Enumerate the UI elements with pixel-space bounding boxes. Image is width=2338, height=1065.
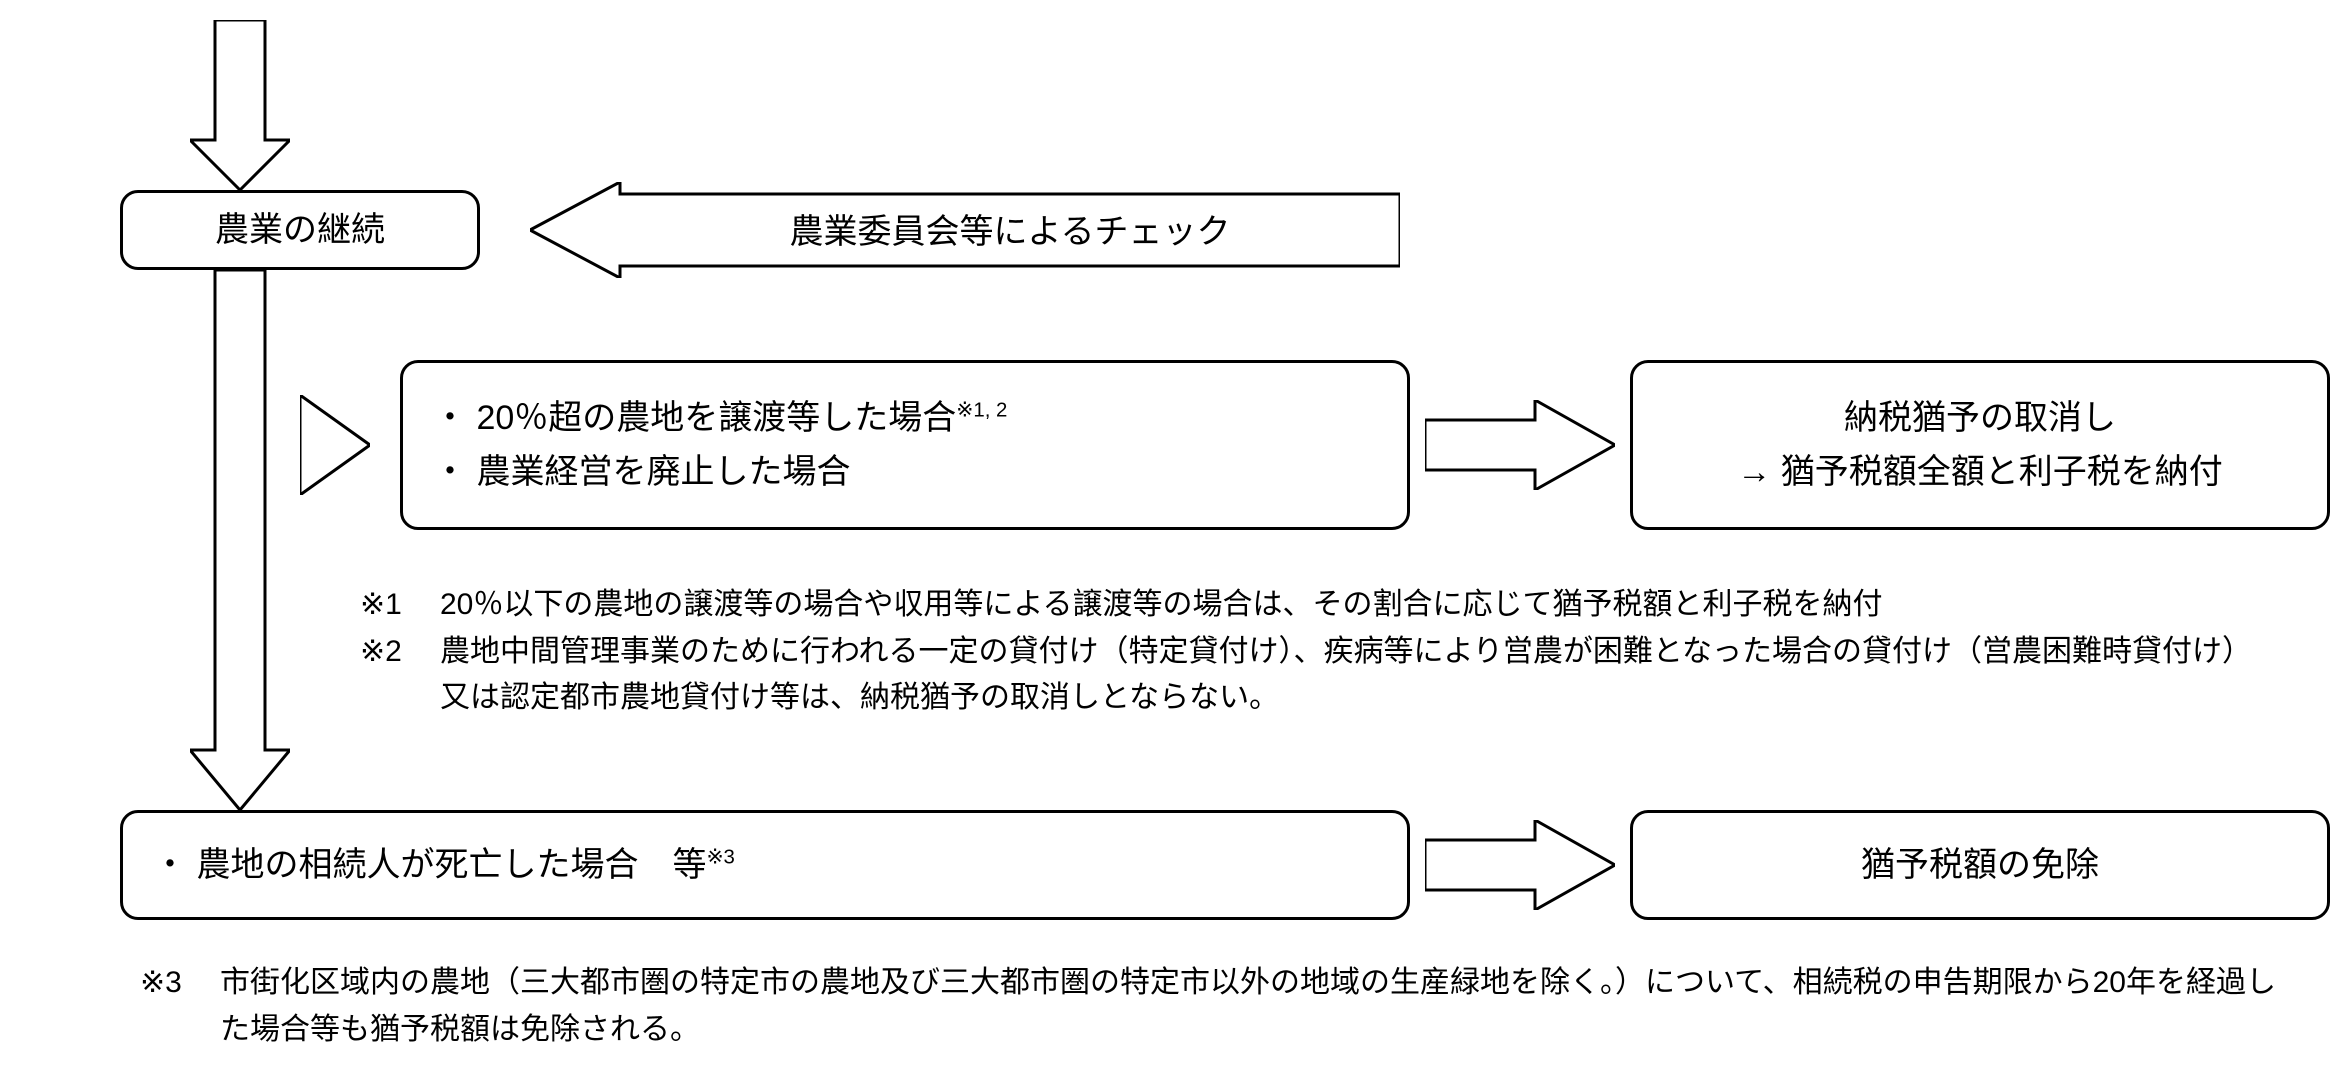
note-2: ※2 農地中間管理事業のために行われる一定の貸付け（特定貸付け）、疾病等により営… [360, 629, 2280, 722]
notes-3: ※3 市街化区域内の農地（三大都市圏の特定市の農地及び三大都市圏の特定市以外の地… [140, 960, 2280, 1053]
arrow-to-exempt [1425, 820, 1615, 910]
exempt-label: 猶予税額の免除 [1861, 838, 2099, 892]
check-label: 農業委員会等によるチェック [640, 204, 1380, 253]
box-cancel: 納税猶予の取消し → 猶予税額全額と利子税を納付 [1630, 360, 2330, 530]
box-exempt: 猶予税額の免除 [1630, 810, 2330, 920]
arrow-down-mid [190, 270, 290, 810]
note-3: ※3 市街化区域内の農地（三大都市圏の特定市の農地及び三大都市圏の特定市以外の地… [140, 960, 2280, 1053]
note-1: ※1 20％以下の農地の譲渡等の場合や収用等による譲渡等の場合は、その割合に応じ… [360, 582, 2280, 629]
conditions-line1: ・ 20％超の農地を譲渡等した場合※1, 2 [433, 391, 1377, 445]
conditions-line2: ・ 農業経営を廃止した場合 [433, 445, 1377, 499]
cancel-line1: 納税猶予の取消し [1844, 391, 2116, 445]
continue-farming-label: 農業の継続 [215, 203, 385, 257]
arrow-branch-right [300, 395, 370, 495]
box-continue-farming: 農業の継続 [120, 190, 480, 270]
death-label: ・ 農地の相続人が死亡した場合 等※3 [153, 838, 1377, 892]
flowchart: 農業の継続 農業委員会等によるチェック ・ 20％超の農地を譲渡等した場合※1,… [0, 0, 2338, 1065]
notes-1-2: ※1 20％以下の農地の譲渡等の場合や収用等による譲渡等の場合は、その割合に応じ… [360, 582, 2280, 722]
box-conditions: ・ 20％超の農地を譲渡等した場合※1, 2 ・ 農業経営を廃止した場合 [400, 360, 1410, 530]
arrow-to-cancel [1425, 400, 1615, 490]
arrow-down-top [190, 20, 290, 190]
box-death: ・ 農地の相続人が死亡した場合 等※3 [120, 810, 1410, 920]
cancel-line2: → 猶予税額全額と利子税を納付 [1737, 445, 2222, 499]
